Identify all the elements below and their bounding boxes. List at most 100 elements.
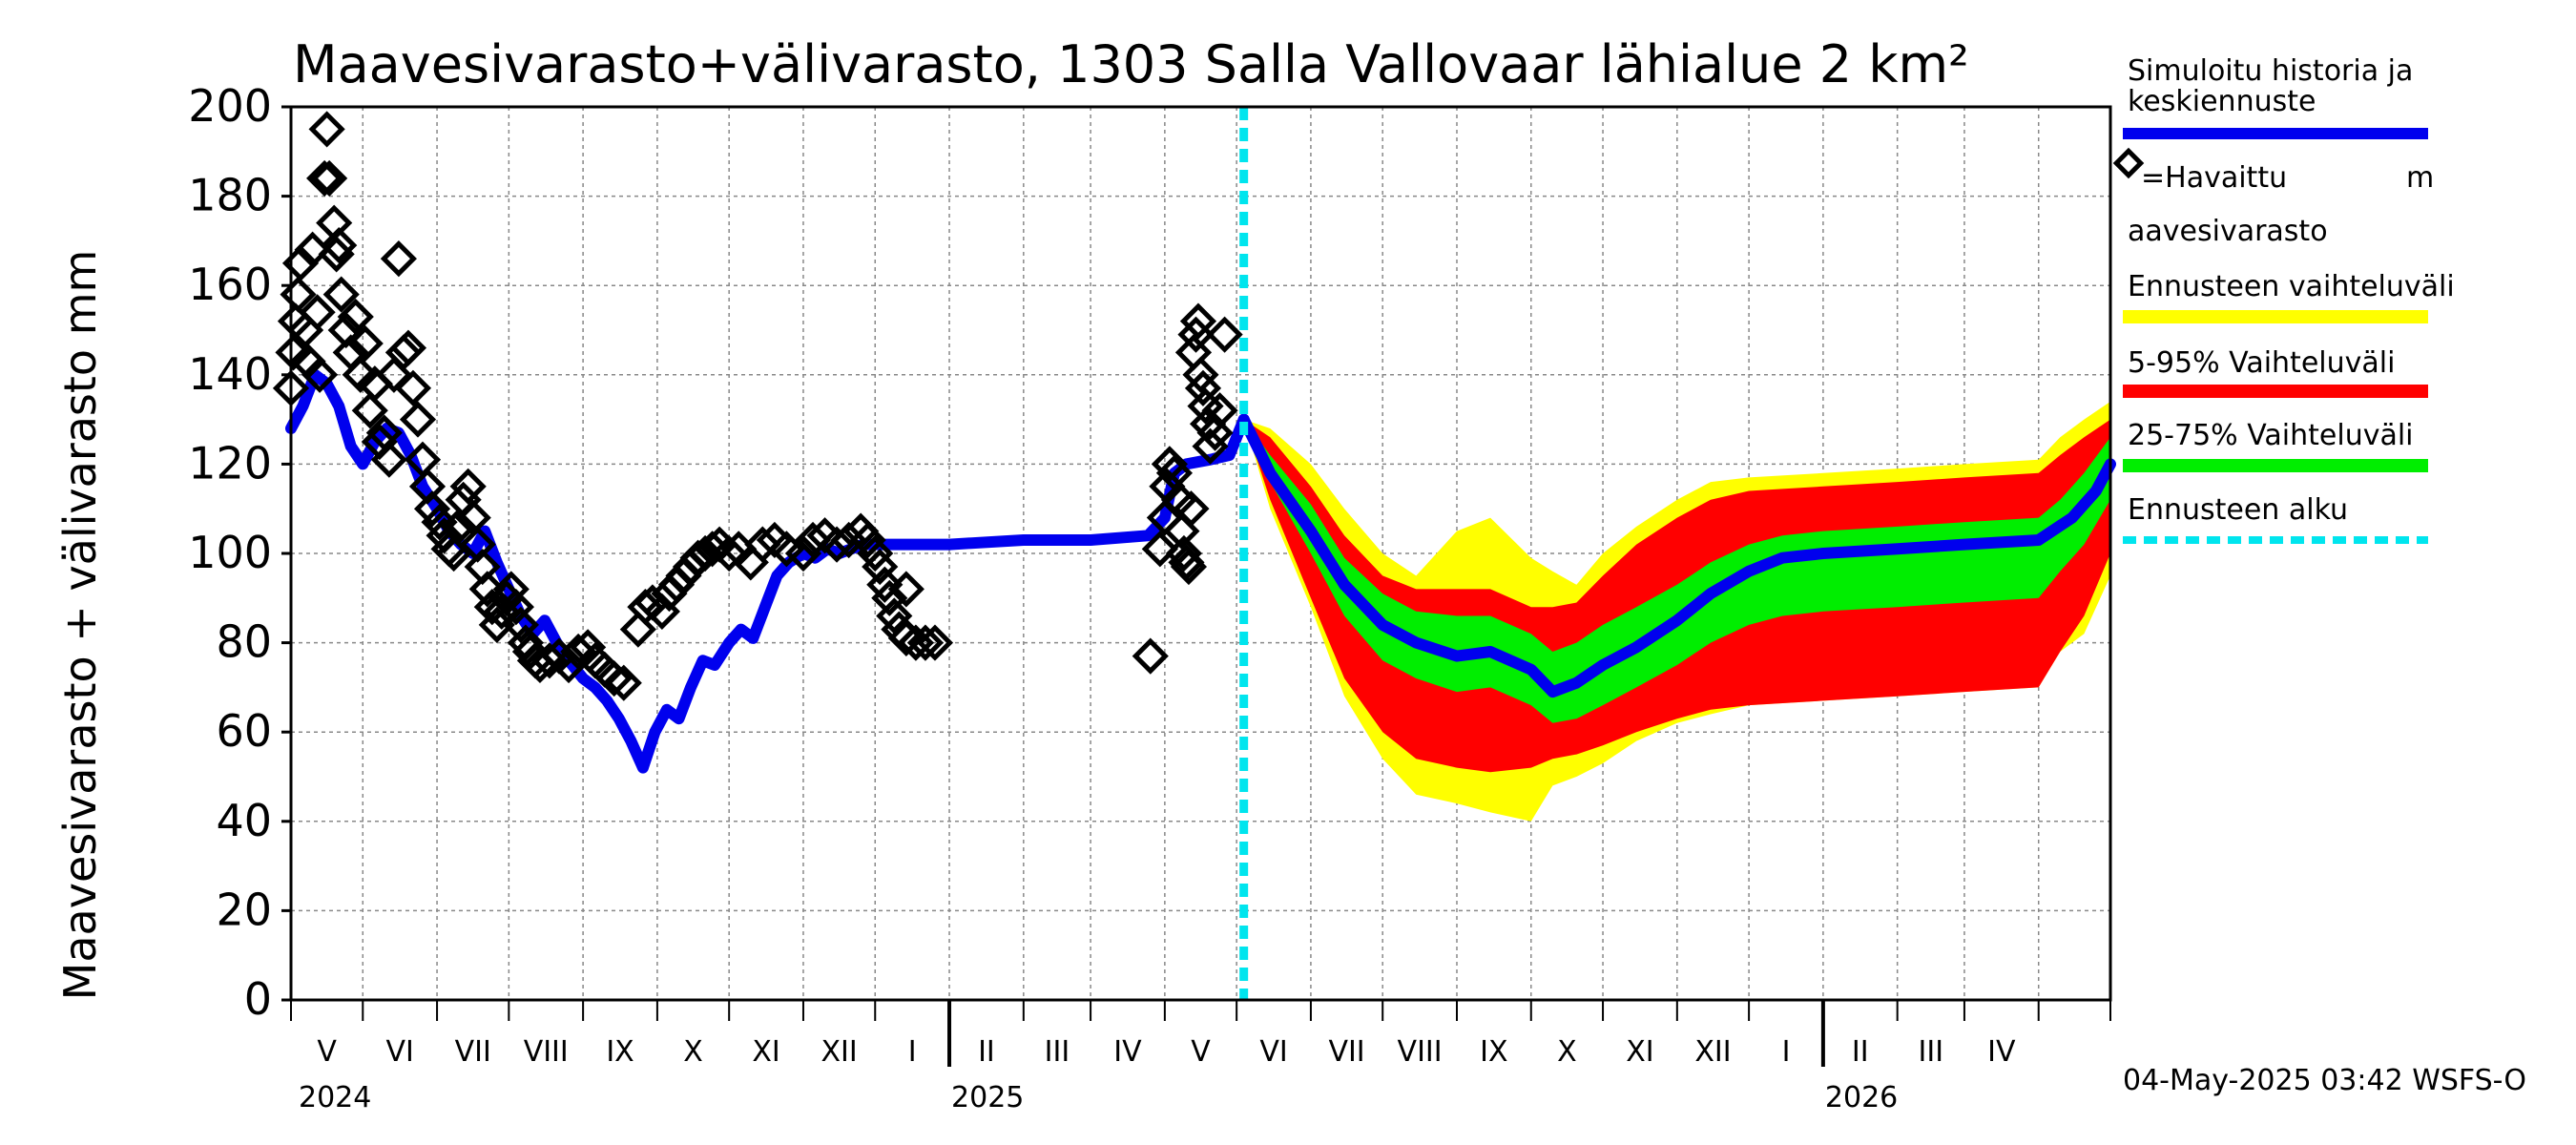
observed-point bbox=[1160, 481, 1197, 518]
x-month-label: III bbox=[1045, 1035, 1070, 1069]
observed-point bbox=[394, 369, 432, 406]
y-tick-label: 100 bbox=[188, 527, 272, 578]
x-month-label: X bbox=[683, 1035, 703, 1069]
x-year-label: 2024 bbox=[299, 1081, 371, 1114]
observed-point bbox=[299, 294, 336, 331]
legend-marker-observed bbox=[2112, 147, 2145, 179]
observed-point bbox=[756, 521, 793, 559]
x-month-label: VII bbox=[1328, 1035, 1364, 1069]
observed-point bbox=[605, 664, 642, 701]
x-year-label: 2025 bbox=[951, 1081, 1024, 1114]
x-month-label: VI bbox=[385, 1035, 413, 1069]
observed-point bbox=[1179, 302, 1217, 340]
x-month-label: IV bbox=[1113, 1035, 1142, 1069]
observed-point bbox=[1170, 548, 1208, 586]
observed-point bbox=[294, 231, 331, 268]
x-month-label: XII bbox=[1694, 1035, 1731, 1069]
observed-point bbox=[1141, 531, 1178, 568]
observed-point bbox=[916, 624, 954, 661]
x-tick-labels: V VI VII VIII IX X XI XII I II III IV V VI VII VIII IX X X… bbox=[299, 1035, 2016, 1114]
observed-point bbox=[308, 111, 345, 148]
observed-point bbox=[906, 624, 945, 661]
x-month-label: II bbox=[978, 1035, 995, 1069]
observed-point bbox=[570, 629, 607, 666]
observed-point bbox=[311, 159, 348, 198]
y-tick-label: 60 bbox=[216, 705, 272, 757]
observed-point bbox=[449, 468, 487, 505]
x-month-label: VI bbox=[1259, 1035, 1287, 1069]
legend-label-p5-95: 5-95% Vaihteluväli bbox=[2128, 346, 2395, 380]
observed-point bbox=[351, 392, 388, 429]
observed-markers bbox=[272, 111, 1243, 701]
x-month-label: IX bbox=[1480, 1035, 1507, 1069]
axes bbox=[281, 105, 2112, 1067]
observed-point bbox=[399, 401, 437, 438]
observed-point bbox=[1149, 468, 1186, 505]
observed-point bbox=[380, 240, 417, 278]
observed-point bbox=[830, 521, 867, 559]
observed-point bbox=[454, 499, 491, 536]
legend-label-observed-b: aavesivarasto bbox=[2128, 215, 2328, 248]
observed-point bbox=[634, 584, 671, 621]
observed-point bbox=[1206, 316, 1243, 353]
observed-point bbox=[389, 329, 427, 366]
legend-label-observed-m: m bbox=[2406, 161, 2434, 195]
x-year-label: 2026 bbox=[1825, 1081, 1898, 1114]
x-month-label: X bbox=[1557, 1035, 1577, 1069]
y-tick-label: 80 bbox=[216, 616, 272, 668]
legend-label-simulated-2: keskiennuste bbox=[2128, 85, 2316, 118]
observed-point bbox=[1201, 392, 1238, 429]
y-tick-label: 180 bbox=[188, 170, 272, 221]
y-axis-label: Maavesivarasto + välivarasto mm bbox=[54, 250, 106, 1001]
observed-point bbox=[370, 441, 407, 478]
y-tick-label: 160 bbox=[188, 259, 272, 310]
observed-point bbox=[301, 356, 339, 393]
legend-label-range: Ennusteen vaihteluväli bbox=[2128, 270, 2455, 303]
observed-point bbox=[346, 324, 384, 363]
observed-point bbox=[440, 508, 477, 546]
chart-title: Maavesivarasto+välivarasto, 1303 Salla V… bbox=[293, 34, 1969, 94]
y-tick-label: 20 bbox=[216, 884, 272, 935]
x-month-label: V bbox=[317, 1035, 337, 1069]
legend-label-simulated-1: Simuloitu historia ja bbox=[2128, 54, 2413, 88]
observed-point bbox=[306, 159, 343, 197]
observed-point bbox=[806, 517, 843, 554]
legend-label-start: Ennusteen alku bbox=[2128, 493, 2348, 527]
x-month-label: XII bbox=[821, 1035, 857, 1069]
x-month-label: V bbox=[1191, 1035, 1211, 1069]
x-month-label: VIII bbox=[1398, 1035, 1443, 1069]
observed-point bbox=[289, 343, 326, 380]
x-month-label: VIII bbox=[524, 1035, 569, 1069]
legend: Simuloitu historia ja keskiennuste =Hava… bbox=[2112, 54, 2455, 544]
observed-point bbox=[404, 441, 442, 478]
x-month-label: XI bbox=[752, 1035, 779, 1069]
y-tick-label: 140 bbox=[188, 348, 272, 400]
series-lines bbox=[285, 107, 2116, 1000]
x-month-label: II bbox=[1852, 1035, 1869, 1069]
x-month-label: IX bbox=[606, 1035, 634, 1069]
observed-point bbox=[281, 244, 320, 281]
observed-point bbox=[887, 571, 924, 608]
simulated-history-line bbox=[285, 368, 1250, 774]
y-tick-label: 200 bbox=[188, 80, 272, 132]
x-month-label: III bbox=[1919, 1035, 1944, 1069]
observed-point bbox=[784, 534, 822, 572]
observed-point bbox=[318, 236, 355, 273]
band-25-75 bbox=[1243, 419, 2110, 723]
observed-point bbox=[337, 298, 374, 336]
legend-label-p25-75: 25-75% Vaihteluväli bbox=[2128, 419, 2414, 452]
observed-point bbox=[342, 356, 379, 393]
x-month-label: VII bbox=[455, 1035, 491, 1069]
observed-point bbox=[1173, 490, 1210, 528]
legend-label-observed-a: =Havaittu bbox=[2141, 161, 2287, 195]
y-tick-label: 0 bbox=[244, 973, 272, 1025]
observed-point bbox=[550, 646, 588, 684]
observed-point bbox=[365, 414, 403, 451]
observed-point bbox=[897, 624, 934, 661]
observed-point bbox=[1132, 637, 1169, 675]
forecast-median-line bbox=[1237, 413, 2116, 698]
observed-point bbox=[322, 276, 360, 313]
y-tick-label: 40 bbox=[216, 795, 272, 846]
observed-point bbox=[576, 642, 613, 679]
